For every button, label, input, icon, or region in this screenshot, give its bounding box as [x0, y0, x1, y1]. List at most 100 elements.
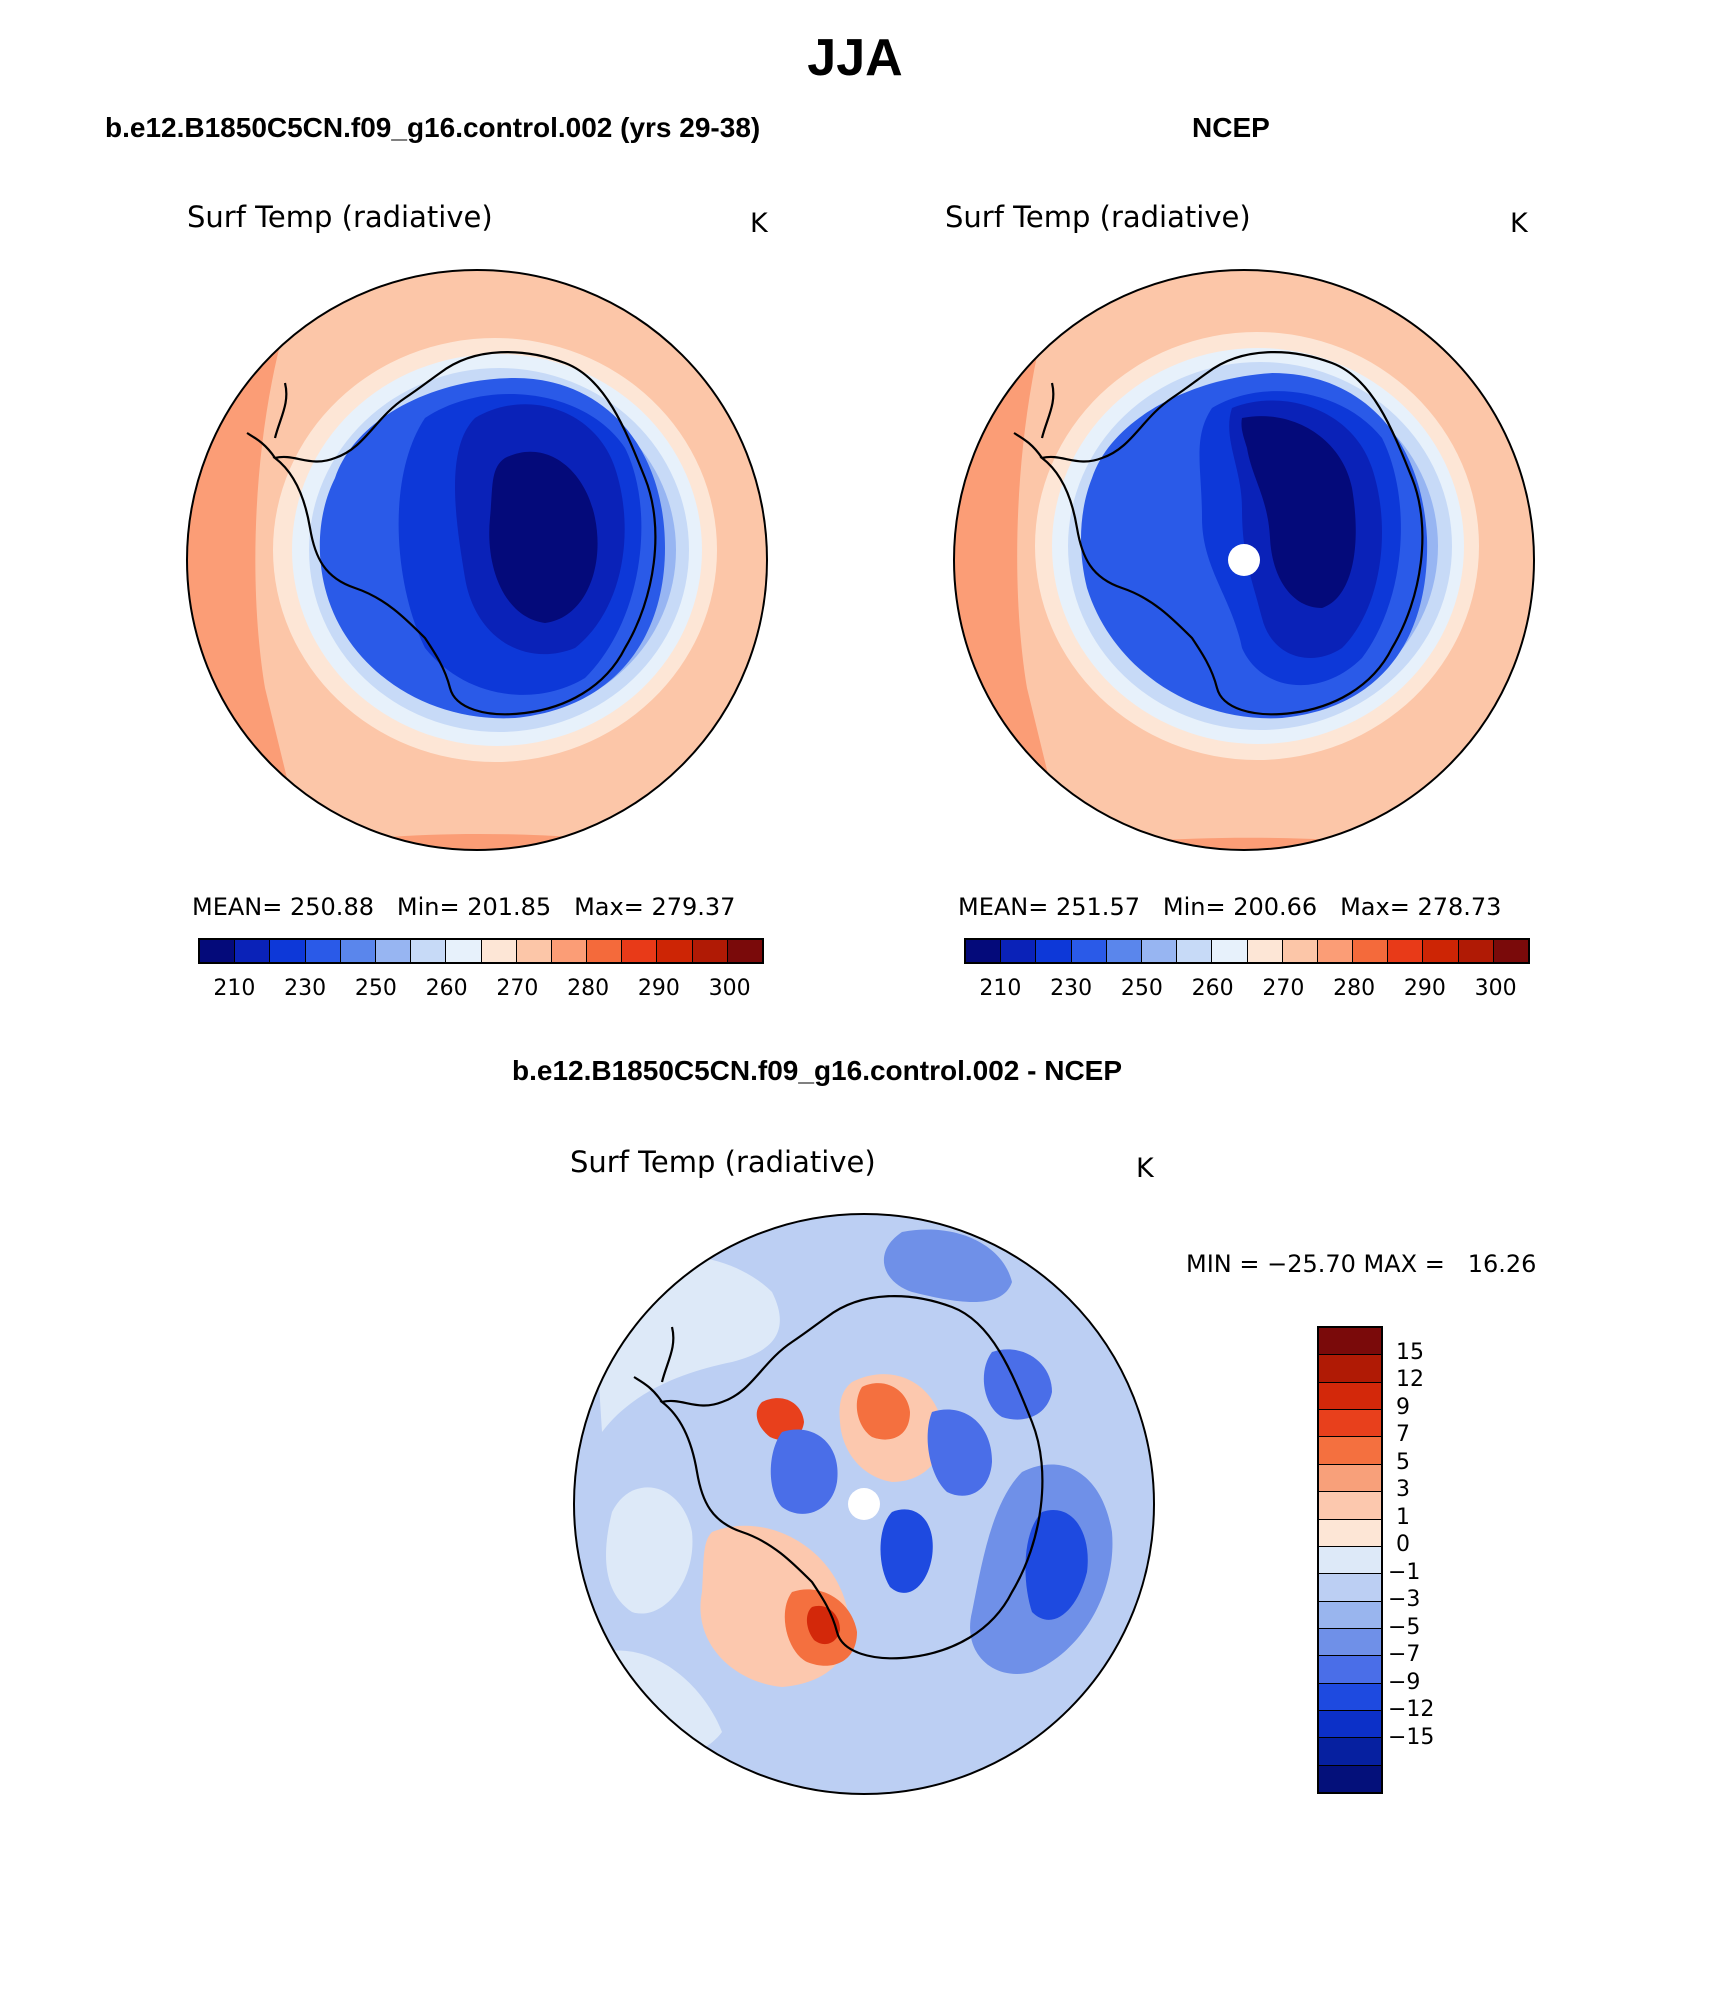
colorbar-segment	[1319, 1574, 1381, 1602]
panel-3-colorbar	[1317, 1326, 1383, 1794]
colorbar-segment	[587, 940, 623, 962]
colorbar-tick-label: 230	[284, 976, 327, 1001]
colorbar-segment	[1319, 1382, 1381, 1411]
colorbar-label: −5	[1388, 1614, 1421, 1640]
colorbar-segment	[1212, 940, 1248, 962]
colorbar-label: 5	[1396, 1449, 1410, 1475]
panel-3-stats: MIN = −25.70 MAX = 16.26	[1186, 1250, 1537, 1278]
colorbar-tick-label: 210	[213, 976, 256, 1001]
p3-peninsula-coastline	[633, 1326, 675, 1403]
colorbar-segment	[446, 940, 482, 962]
colorbar-label: 15	[1396, 1339, 1424, 1365]
colorbar-segment	[1317, 940, 1354, 962]
colorbar-tick-label: 280	[1333, 976, 1376, 1001]
colorbar-segment	[1458, 940, 1494, 962]
panel-1-map	[186, 269, 768, 851]
colorbar-segment	[1247, 940, 1283, 962]
colorbar-segment	[966, 940, 1002, 962]
colorbar-segment	[1036, 940, 1072, 962]
panel-1-variable: Surf Temp (radiative)	[187, 200, 493, 234]
colorbar-segment	[340, 940, 376, 962]
colorbar-segment	[622, 940, 658, 962]
colorbar-segment	[1319, 1410, 1381, 1438]
colorbar-label: −15	[1388, 1724, 1435, 1750]
panel-3-title: b.e12.B1850C5CN.f09_g16.control.002 - NC…	[512, 1055, 1123, 1086]
colorbar-segment	[1071, 940, 1107, 962]
colorbar-segment	[481, 940, 517, 962]
p1-antarctica-coastline	[272, 351, 657, 716]
panel-3-map	[573, 1213, 1155, 1795]
panel-1-title: b.e12.B1850C5CN.f09_g16.control.002 (yrs…	[105, 112, 761, 143]
colorbar-label: −3	[1388, 1587, 1421, 1613]
colorbar-segment	[1319, 1656, 1381, 1684]
panel-1-colorbar	[198, 938, 764, 964]
colorbar-tick-label: 270	[496, 976, 539, 1001]
colorbar-segment	[1319, 1355, 1381, 1383]
colorbar-tick-label: 250	[1120, 976, 1163, 1001]
colorbar-segment	[1319, 1628, 1381, 1657]
colorbar-tick-label: 230	[1050, 976, 1093, 1001]
colorbar-segment	[1319, 1765, 1381, 1793]
colorbar-segment	[235, 940, 271, 962]
p3-pole-hole	[848, 1488, 880, 1520]
colorbar-segment	[1388, 940, 1424, 962]
colorbar-segment	[1282, 940, 1318, 962]
colorbar-label: 9	[1396, 1394, 1410, 1420]
colorbar-segment	[1319, 1464, 1381, 1493]
p3-patch-blue-ne	[983, 1349, 1052, 1420]
p3-antarctica-coastline	[659, 1295, 1044, 1660]
p3-patch-blue-center-e	[927, 1409, 992, 1496]
panel-2-stats: MEAN= 251.57 Min= 200.66 Max= 278.73	[958, 893, 1502, 921]
p3-patch-light-w	[606, 1487, 693, 1614]
panel-2-map	[953, 269, 1535, 851]
colorbar-segment	[1319, 1437, 1381, 1465]
colorbar-tick-label: 290	[1403, 976, 1446, 1001]
colorbar-segment	[1001, 940, 1037, 962]
colorbar-tick-label: 300	[708, 976, 751, 1001]
p2-map-boundary	[953, 269, 1535, 851]
colorbar-segment	[727, 940, 762, 962]
panel-2-units: K	[1510, 208, 1528, 239]
p3-patch-red-west	[756, 1398, 804, 1441]
colorbar-tick-label: 280	[567, 976, 610, 1001]
colorbar-tick-label: 300	[1474, 976, 1517, 1001]
colorbar-label: 7	[1396, 1422, 1410, 1448]
colorbar-label: −9	[1388, 1669, 1421, 1695]
colorbar-segment	[1319, 1546, 1381, 1575]
colorbar-segment	[375, 940, 412, 962]
panel-1-stats: MEAN= 250.88 Min= 201.85 Max= 279.37	[192, 893, 736, 921]
colorbar-segment	[411, 940, 447, 962]
colorbar-label: 1	[1396, 1504, 1410, 1530]
p3-patch-blue-center-w	[770, 1429, 838, 1514]
colorbar-segment	[657, 940, 693, 962]
panel-2-variable: Surf Temp (radiative)	[945, 200, 1251, 234]
p3-patch-deepblue-center-s	[880, 1509, 933, 1593]
colorbar-segment	[1177, 940, 1213, 962]
panel-2-colorbar	[964, 938, 1530, 964]
colorbar-label: −7	[1388, 1642, 1421, 1668]
colorbar-label: −12	[1388, 1697, 1435, 1723]
colorbar-segment	[1106, 940, 1142, 962]
p3-patch-blue-n	[883, 1229, 1012, 1302]
colorbar-label: 12	[1396, 1367, 1424, 1393]
colorbar-segment	[1319, 1328, 1381, 1356]
colorbar-segment	[1493, 940, 1528, 962]
colorbar-tick-label: 250	[354, 976, 397, 1001]
colorbar-segment	[1353, 940, 1389, 962]
colorbar-segment	[1319, 1738, 1381, 1766]
p3-patch-red-center	[856, 1383, 910, 1440]
p2-pole-hole	[1228, 544, 1260, 576]
colorbar-segment	[1141, 940, 1178, 962]
colorbar-segment	[692, 940, 728, 962]
figure-title: JJA	[807, 29, 903, 87]
p3-patch-deepblue-e	[1025, 1510, 1088, 1620]
panel-2-title: NCEP	[1192, 112, 1270, 143]
panel-1-units: K	[750, 208, 768, 239]
colorbar-segment	[270, 940, 306, 962]
colorbar-segment	[516, 940, 552, 962]
colorbar-label: 3	[1396, 1477, 1410, 1503]
panel-3-colorbar-labels: 15 12 9 7 5 3 1 0 −1 −3 −5 −7 −9 −12 −15	[1388, 1326, 1496, 1794]
p2-antarctica-coastline	[1039, 351, 1424, 716]
colorbar-segment	[200, 940, 236, 962]
colorbar-label: −1	[1388, 1559, 1421, 1585]
